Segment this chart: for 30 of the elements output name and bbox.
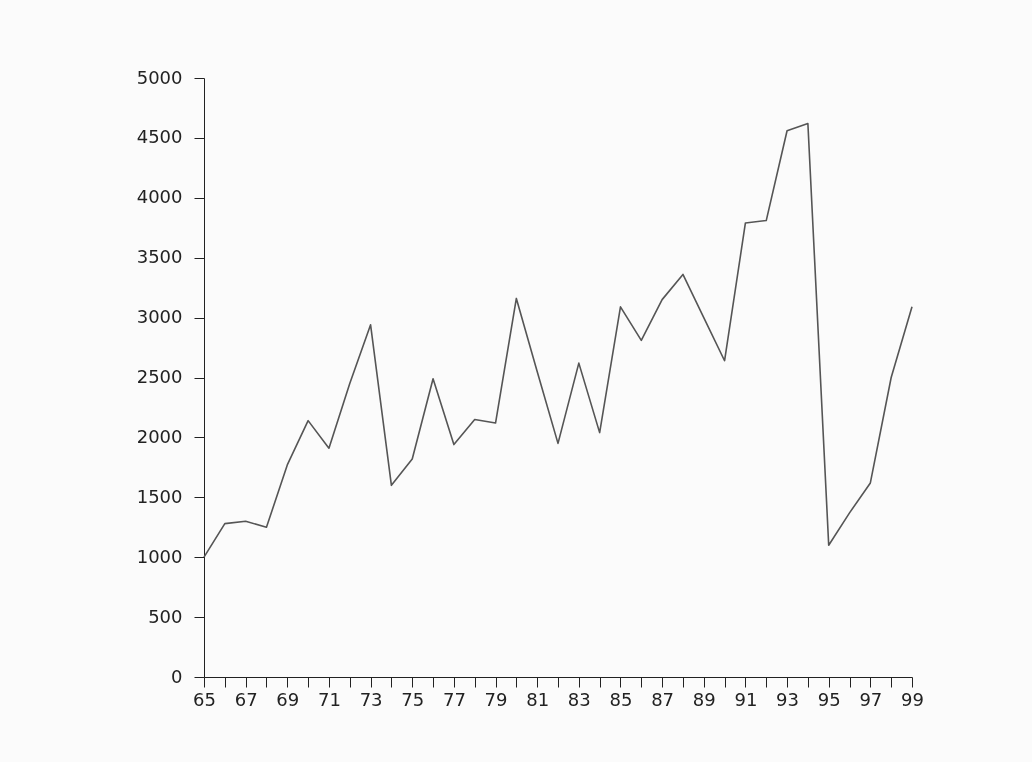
x-tick-label: 81	[526, 688, 550, 710]
x-tick-label: 87	[651, 688, 675, 710]
x-tick-label: 89	[692, 688, 716, 710]
x-tick-label: 73	[359, 688, 383, 710]
y-tick-label: 4500	[136, 126, 183, 148]
x-tick-label: 65	[193, 688, 216, 710]
x-tick-label: 93	[776, 688, 800, 710]
y-tick-label: 2000	[136, 425, 183, 447]
y-tick-label: 5000	[136, 66, 183, 88]
x-tick-label: 67	[234, 688, 258, 710]
x-tick-label: 99	[901, 688, 924, 710]
y-tick-label: 1500	[136, 485, 183, 507]
x-tick-label: 77	[442, 688, 466, 710]
x-tick-label: 79	[484, 688, 508, 710]
y-tick-label: 500	[148, 605, 183, 627]
line-series	[203, 122, 913, 558]
x-tick-label: 85	[609, 688, 633, 710]
x-tick-label: 75	[401, 688, 425, 710]
y-tick-label: 3500	[136, 246, 183, 268]
y-tick-label: 2500	[136, 366, 183, 387]
x-tick-label: 71	[317, 688, 341, 710]
y-tick-label: 1000	[136, 545, 183, 567]
y-tick-label: 4000	[136, 186, 183, 208]
y-tick-label: 0	[171, 665, 183, 687]
y-tick-label: 3000	[136, 306, 183, 328]
x-tick-label: 69	[276, 688, 300, 710]
x-tick-label: 95	[817, 688, 841, 710]
x-tick-label: 91	[734, 688, 758, 710]
x-tick-label: 83	[567, 688, 591, 710]
x-tick-label: 97	[859, 688, 883, 710]
